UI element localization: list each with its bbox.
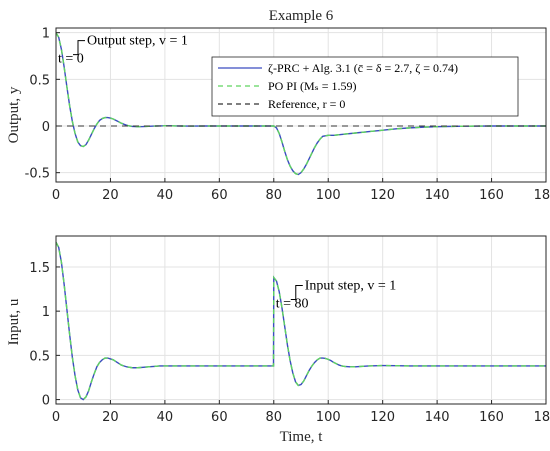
y-tick-label: 1 (42, 27, 50, 42)
step-time-label: t = 80 (276, 297, 309, 312)
x-tick-label: 180 (534, 410, 550, 425)
input-grid (55, 236, 547, 404)
x-tick-label: 120 (370, 410, 395, 425)
x-tick-label: 160 (479, 188, 504, 203)
legend: ζ-PRC + Alg. 3.1 (c̄ = δ = 2.7, ζ = 0.74… (211, 56, 519, 117)
y-tick-label: 0 (42, 120, 50, 135)
y-tick-label: 0.5 (29, 349, 50, 364)
input-ylabel: Input, u (6, 298, 22, 345)
x-tick-label: 60 (211, 410, 228, 425)
output-ylabel: Output, y (6, 86, 22, 143)
input-xlabel: Time, t (280, 429, 324, 445)
y-tick-label: 0 (42, 394, 50, 409)
x-tick-label: 0 (52, 188, 60, 203)
series-line-popi (55, 32, 546, 176)
x-tick-label: 120 (370, 188, 395, 203)
x-tick-label: 180 (534, 188, 550, 203)
input-axes-frame (55, 235, 547, 405)
output-plot: Example 6 020406080100120140160180-0.500… (6, 8, 550, 203)
step-annotation-text: Output step, v = 1 (87, 34, 188, 49)
input-series (55, 241, 546, 401)
output-step-annotation: Output step, v = 1t = 0 (58, 34, 188, 67)
step-annotation-text: Input step, v = 1 (305, 279, 397, 294)
x-tick-label: 40 (157, 410, 174, 425)
x-tick-label: 40 (157, 188, 174, 203)
x-tick-label: 0 (52, 410, 60, 425)
legend-label-prc: ζ-PRC + Alg. 3.1 (c̄ = δ = 2.7, ζ = 0.74… (268, 61, 458, 75)
x-tick-label: 160 (479, 410, 504, 425)
input-ticks: 0 20 40 60 80 100 120 140 160 180 0 0.5 1 1.5 (29, 261, 550, 425)
y-tick-label: 0.5 (29, 73, 50, 88)
x-tick-label: 80 (266, 410, 283, 425)
x-tick-label: 100 (316, 410, 341, 425)
x-tick-label: 140 (425, 410, 450, 425)
legend-label-popi: PO PI (Mₛ = 1.59) (268, 79, 356, 93)
y-tick-label: 1 (42, 305, 50, 320)
legend-label-reference: Reference, r = 0 (268, 97, 345, 111)
y-tick-label: 1.5 (29, 261, 50, 276)
output-series (55, 32, 546, 176)
output-axes-frame (55, 27, 547, 183)
step-glyph (73, 40, 85, 56)
step-glyph (290, 285, 303, 301)
x-tick-label: 60 (211, 188, 228, 203)
x-tick-label: 20 (102, 188, 119, 203)
series-line-popi (55, 241, 546, 401)
input-step-annotation: Input step, v = 1 t = 80 (276, 279, 397, 312)
legend-box (211, 56, 519, 117)
step-time-label: t = 0 (58, 52, 84, 67)
input-plot: 0 20 40 60 80 100 120 140 160 180 0 0.5 1 1.5 Input, … (6, 235, 550, 445)
x-tick-label: 140 (425, 188, 450, 203)
plot-title: Example 6 (269, 8, 334, 24)
x-tick-label: 80 (266, 188, 283, 203)
x-tick-label: 20 (102, 410, 119, 425)
y-tick-label: -0.5 (25, 167, 50, 182)
x-tick-label: 100 (316, 188, 341, 203)
